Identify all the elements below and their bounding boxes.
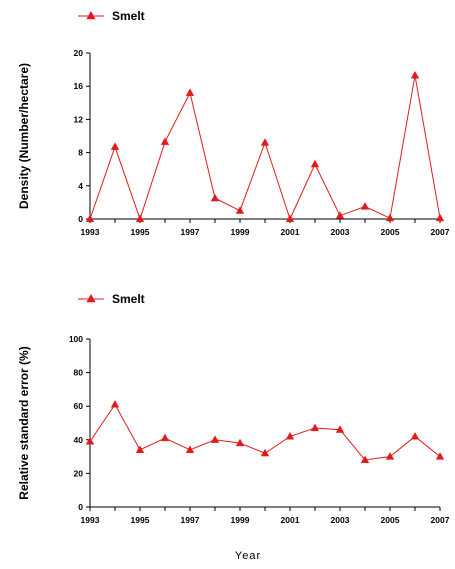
data-point (435, 452, 445, 460)
y-tick-label: 12 (74, 114, 84, 124)
y-tick-label: 100 (69, 334, 83, 344)
data-point (360, 455, 370, 464)
x-axis-label: Year (235, 550, 261, 562)
x-tick-label: 2003 (331, 515, 350, 525)
series-line-smelt (89, 75, 441, 221)
data-point (135, 445, 145, 453)
chart-panel-2: 0 20 40 60 80 100 1993 1995 1997 1999 2001 2003 2005… (17, 292, 450, 525)
legend-label: Smelt (112, 292, 145, 306)
data-point (435, 213, 445, 222)
y-tick-label: 20 (74, 48, 84, 58)
data-point (260, 138, 270, 146)
x-tick-label: 1993 (81, 515, 100, 525)
legend: Smelt (78, 292, 145, 306)
chart-panel-1: 0 4 8 12 16 20 1993 1995 1997 1999 2001 2003 2005 200… (17, 9, 450, 237)
x-tick-label: 1999 (231, 227, 250, 237)
data-point (310, 159, 320, 168)
x-tick-label: 2005 (381, 227, 400, 237)
data-point (85, 436, 95, 445)
legend-label: Smelt (112, 9, 145, 23)
data-point (110, 142, 120, 150)
y-tick-label: 16 (74, 81, 84, 91)
y-tick-label: 40 (74, 435, 84, 445)
data-point (335, 425, 345, 433)
y-tick-label: 8 (78, 148, 83, 158)
data-point (310, 423, 320, 432)
legend: Smelt (78, 9, 145, 23)
legend-marker (86, 293, 96, 303)
data-point (85, 214, 95, 223)
data-point (285, 214, 295, 223)
y-axis-label: Density (Number/hectare) (17, 63, 31, 209)
y-tick-label: 0 (78, 502, 83, 512)
x-tick-label: 2007 (431, 515, 450, 525)
data-point (385, 213, 395, 222)
x-tick-label: 1997 (181, 515, 200, 525)
x-tick-label: 2007 (431, 227, 450, 237)
data-point (385, 452, 395, 460)
x-tick-label: 1997 (181, 227, 200, 237)
x-tick-label: 2005 (381, 515, 400, 525)
x-tick-label: 2001 (281, 515, 300, 525)
x-tick-label: 1999 (231, 515, 250, 525)
x-tick-label: 1995 (131, 515, 150, 525)
data-point (160, 433, 170, 442)
data-point (360, 202, 370, 210)
data-point (160, 137, 170, 145)
x-tick-label: 1995 (131, 227, 150, 237)
data-point (410, 431, 420, 440)
y-tick-label: 4 (78, 181, 83, 191)
y-tick-label: 80 (74, 368, 84, 378)
y-tick-label: 0 (78, 214, 83, 224)
data-point (235, 206, 245, 214)
data-point (210, 193, 220, 202)
y-axis-label: Relative standard error (%) (17, 346, 31, 499)
data-point (210, 435, 220, 443)
data-point (260, 448, 270, 457)
data-point (185, 88, 195, 96)
legend-marker (86, 10, 96, 20)
data-point (235, 438, 245, 447)
x-tick-label: 2003 (331, 227, 350, 237)
y-tick-label: 60 (74, 401, 84, 411)
data-point (410, 70, 420, 79)
x-tick-label: 1993 (81, 227, 100, 237)
y-tick-label: 20 (74, 468, 84, 478)
data-point (185, 445, 195, 453)
data-point (135, 214, 145, 223)
x-tick-label: 2001 (281, 227, 300, 237)
data-point (110, 400, 120, 408)
data-point (285, 431, 295, 440)
data-point (335, 211, 345, 219)
